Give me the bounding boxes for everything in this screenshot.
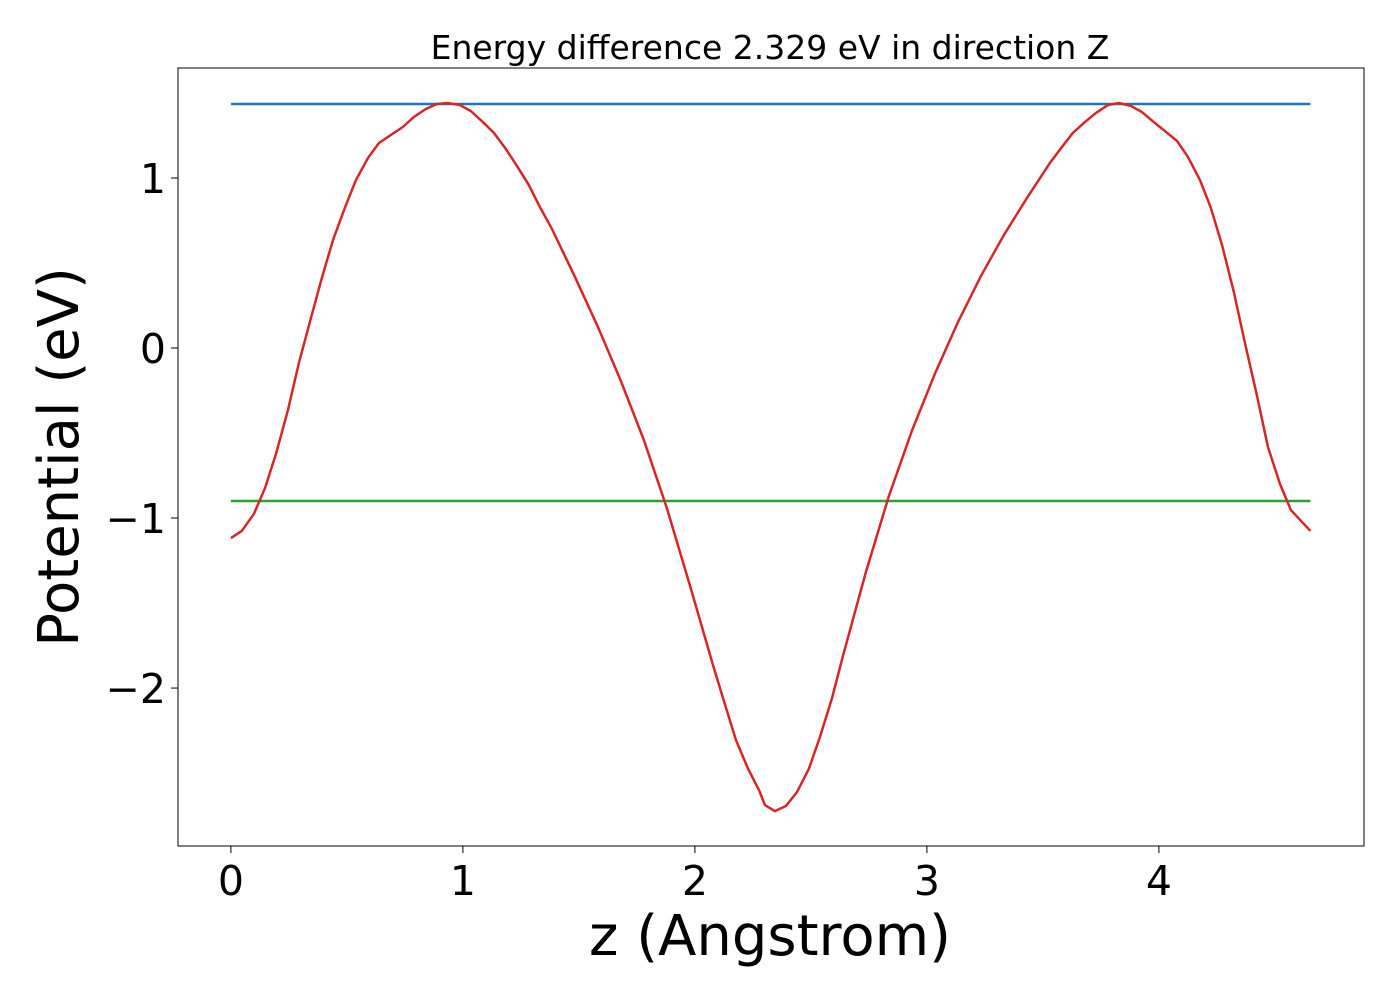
x-tick-label: 1 (450, 857, 476, 905)
y-axis-label: Potential (eV) (27, 267, 92, 647)
plot-frame (177, 67, 1365, 847)
line-series (230, 101, 1312, 813)
x-axis-label: z (Angstrom) (589, 904, 951, 969)
chart-title: Energy difference 2.329 eV in direction … (431, 28, 1110, 67)
x-tick-label: 4 (1146, 857, 1172, 905)
y-tick-label: 1 (140, 155, 166, 203)
y-tick-label: 0 (140, 325, 166, 373)
y-tick-label: −1 (106, 495, 166, 543)
x-tick-label: 0 (218, 857, 244, 905)
x-tick-label: 2 (682, 857, 708, 905)
x-tick-label: 3 (914, 857, 940, 905)
y-tick-label: −2 (106, 665, 166, 713)
